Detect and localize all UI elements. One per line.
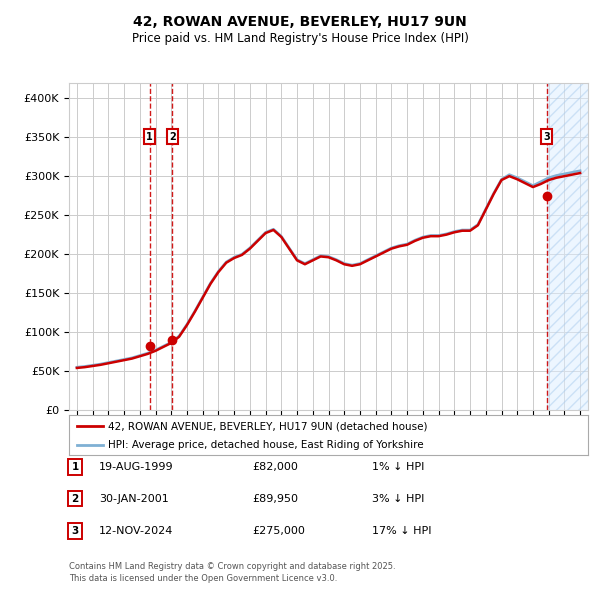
Text: HPI: Average price, detached house, East Riding of Yorkshire: HPI: Average price, detached house, East…	[108, 441, 424, 450]
Text: 12-NOV-2024: 12-NOV-2024	[99, 526, 173, 536]
Text: 1: 1	[71, 463, 79, 472]
Text: 1% ↓ HPI: 1% ↓ HPI	[372, 463, 424, 472]
Text: 19-AUG-1999: 19-AUG-1999	[99, 463, 173, 472]
Text: Contains HM Land Registry data © Crown copyright and database right 2025.
This d: Contains HM Land Registry data © Crown c…	[69, 562, 395, 583]
Text: 30-JAN-2001: 30-JAN-2001	[99, 494, 169, 503]
Text: 2: 2	[71, 494, 79, 503]
Text: 1: 1	[146, 132, 153, 142]
Text: 42, ROWAN AVENUE, BEVERLEY, HU17 9UN: 42, ROWAN AVENUE, BEVERLEY, HU17 9UN	[133, 15, 467, 29]
Text: Price paid vs. HM Land Registry's House Price Index (HPI): Price paid vs. HM Land Registry's House …	[131, 32, 469, 45]
Text: 17% ↓ HPI: 17% ↓ HPI	[372, 526, 431, 536]
Text: 3: 3	[543, 132, 550, 142]
Bar	[547, 83, 588, 410]
Text: 3: 3	[71, 526, 79, 536]
Text: £89,950: £89,950	[252, 494, 298, 503]
Text: £82,000: £82,000	[252, 463, 298, 472]
Text: 2: 2	[169, 132, 176, 142]
Text: 3% ↓ HPI: 3% ↓ HPI	[372, 494, 424, 503]
Text: 42, ROWAN AVENUE, BEVERLEY, HU17 9UN (detached house): 42, ROWAN AVENUE, BEVERLEY, HU17 9UN (de…	[108, 421, 427, 431]
Text: £275,000: £275,000	[252, 526, 305, 536]
